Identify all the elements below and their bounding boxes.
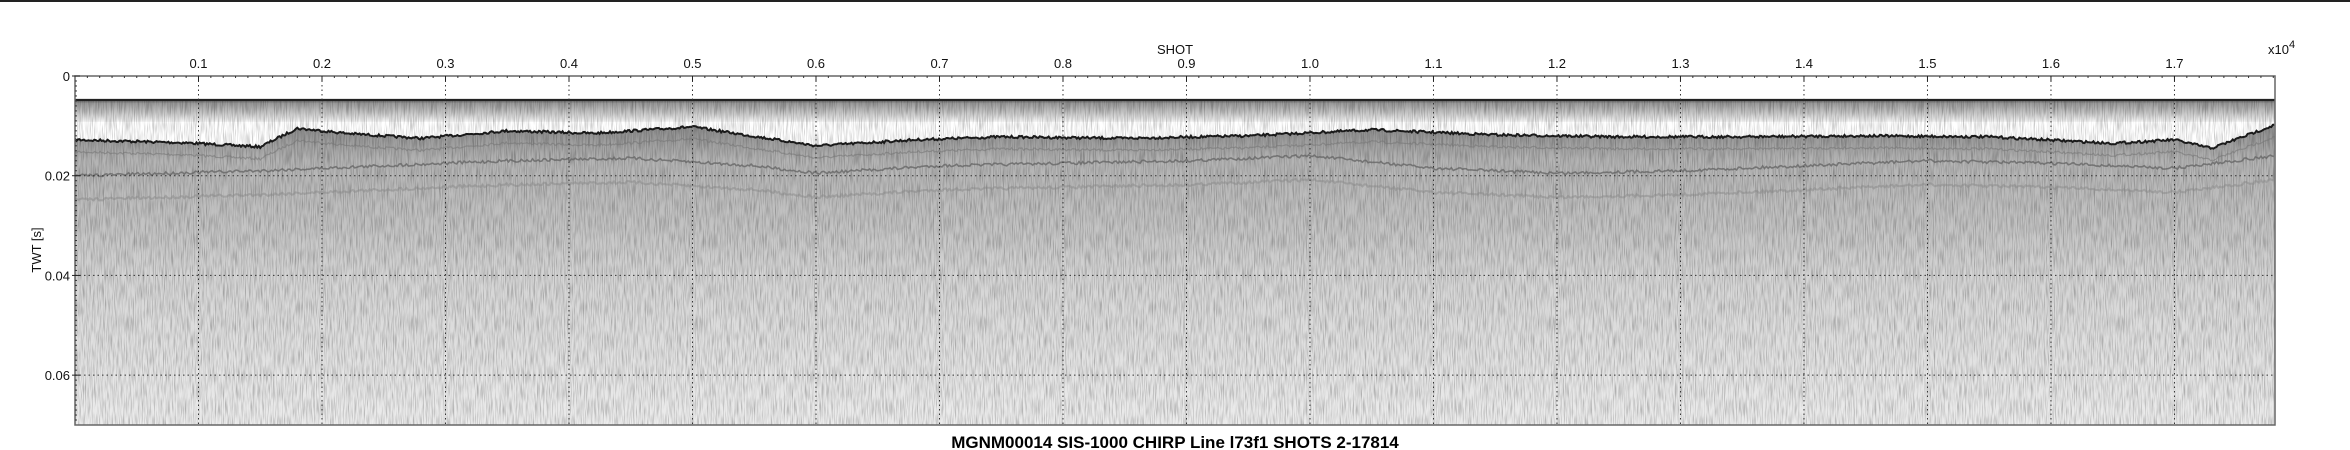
axes: 0.1 0.2 0.3 0.4 0.5 0.6 0.7 0.8 0.9 1.0 1.1 1.2 1.3 1…: [45, 56, 2276, 426]
top-border: [0, 0, 2350, 2]
y-tick-label: 0.06: [45, 368, 70, 383]
seismic-noise-texture: [75, 99, 2275, 425]
x-tick-label: 1.2: [1548, 56, 1566, 71]
y-axis-label: TWT [s]: [29, 227, 44, 272]
x-tick-label: 1.1: [1424, 56, 1442, 71]
x-tick-label: 0.9: [1177, 56, 1195, 71]
x-multiplier-base: x10: [2268, 42, 2289, 57]
x-tick-label: 1.0: [1301, 56, 1319, 71]
subbottom-reflector: [75, 153, 2275, 178]
x-tick-label: 0.4: [560, 56, 578, 71]
x-tick-label: 0.2: [313, 56, 331, 71]
chart-title: MGNM00014 SIS-1000 CHIRP Line l73f1 SHOT…: [951, 433, 1399, 450]
shallow-reflector: [75, 136, 2275, 162]
x-multiplier-exponent: 4: [2289, 39, 2295, 51]
x-tick-label: 1.6: [2042, 56, 2060, 71]
y-tick-label: 0.04: [45, 268, 70, 283]
x-tick-label: 0.8: [1054, 56, 1072, 71]
x-tick-label: 0.1: [189, 56, 207, 71]
x-tick-label: 1.5: [1918, 56, 1936, 71]
x-tick-label: 0.3: [436, 56, 454, 71]
x-tick-label: 0.6: [807, 56, 825, 71]
y-tick-label: 0.02: [45, 169, 70, 184]
x-tick-label: 1.7: [2165, 56, 2183, 71]
x-tick-label: 1.3: [1671, 56, 1689, 71]
x-axis-label: SHOT: [1157, 42, 1193, 57]
seismic-image: [75, 76, 2275, 425]
x-tick-label: 1.4: [1795, 56, 1813, 71]
y-tick-label: 0: [63, 69, 70, 84]
x-tick-label: 0.7: [930, 56, 948, 71]
x-multiplier: x104: [2268, 39, 2295, 57]
deep-reflector: [75, 177, 2275, 202]
seafloor-reflector: [75, 123, 2275, 150]
x-tick-label: 0.5: [683, 56, 701, 71]
